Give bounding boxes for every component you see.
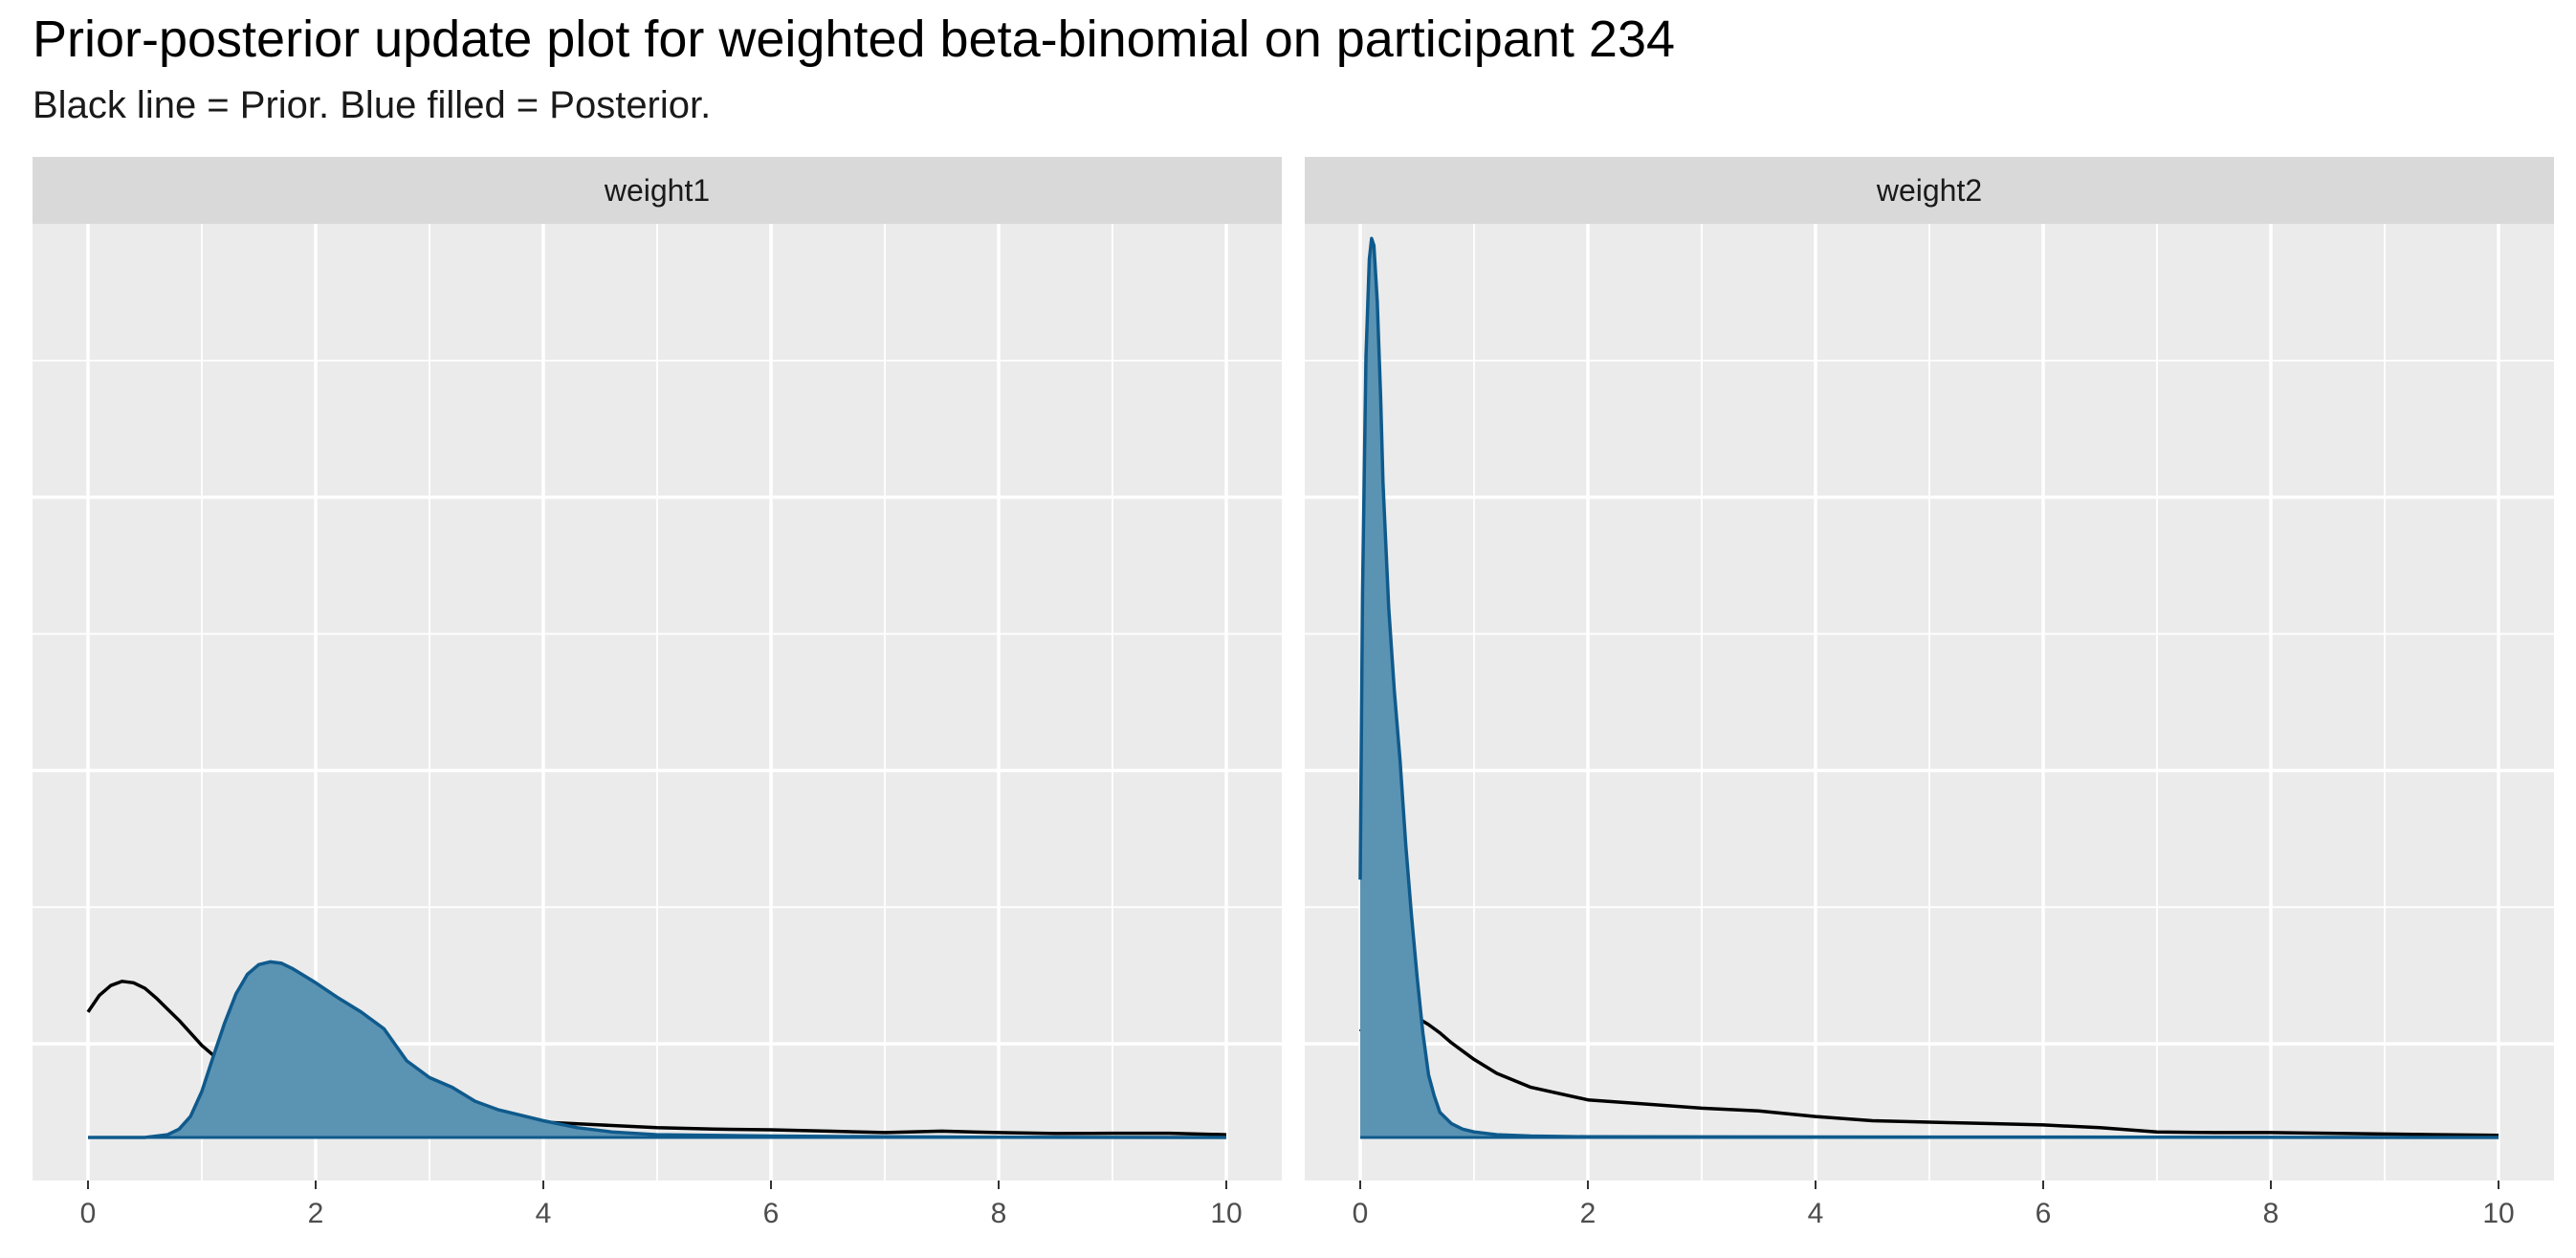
x-tick-label: 10 (1210, 1198, 1242, 1229)
posterior-density-outline (1358, 236, 2499, 1139)
x-tick-label: 6 (2036, 1198, 2052, 1229)
x-tick-label: 2 (1580, 1198, 1596, 1229)
x-tick-label: 10 (2482, 1198, 2514, 1229)
chart-title: Prior-posterior update plot for weighted… (33, 11, 1676, 68)
x-tick-label: 8 (2263, 1198, 2279, 1229)
facet-strip-label: weight1 (604, 173, 710, 208)
x-tick-label: 8 (991, 1198, 1007, 1229)
chart-subtitle: Black line = Prior. Blue filled = Poster… (33, 84, 712, 126)
facet-panel-weight1: weight1 0 2 4 6 8 10 (33, 157, 1282, 1229)
posterior-density-area (88, 961, 1226, 1137)
x-tick-label: 0 (1353, 1198, 1369, 1229)
x-tick-label: 4 (1808, 1198, 1824, 1229)
facet-panel-weight2: weight2 0 2 4 6 8 10 (1305, 157, 2554, 1229)
x-tick-label: 2 (308, 1198, 324, 1229)
facet-strip (1305, 157, 2554, 224)
facet-strip-label: weight2 (1876, 173, 1982, 208)
facet-strip (33, 157, 1282, 224)
x-tick-label: 0 (80, 1198, 97, 1229)
posterior-density-outline (88, 960, 1227, 1139)
x-tick-label: 4 (536, 1198, 552, 1229)
x-tick-label: 6 (763, 1198, 780, 1229)
